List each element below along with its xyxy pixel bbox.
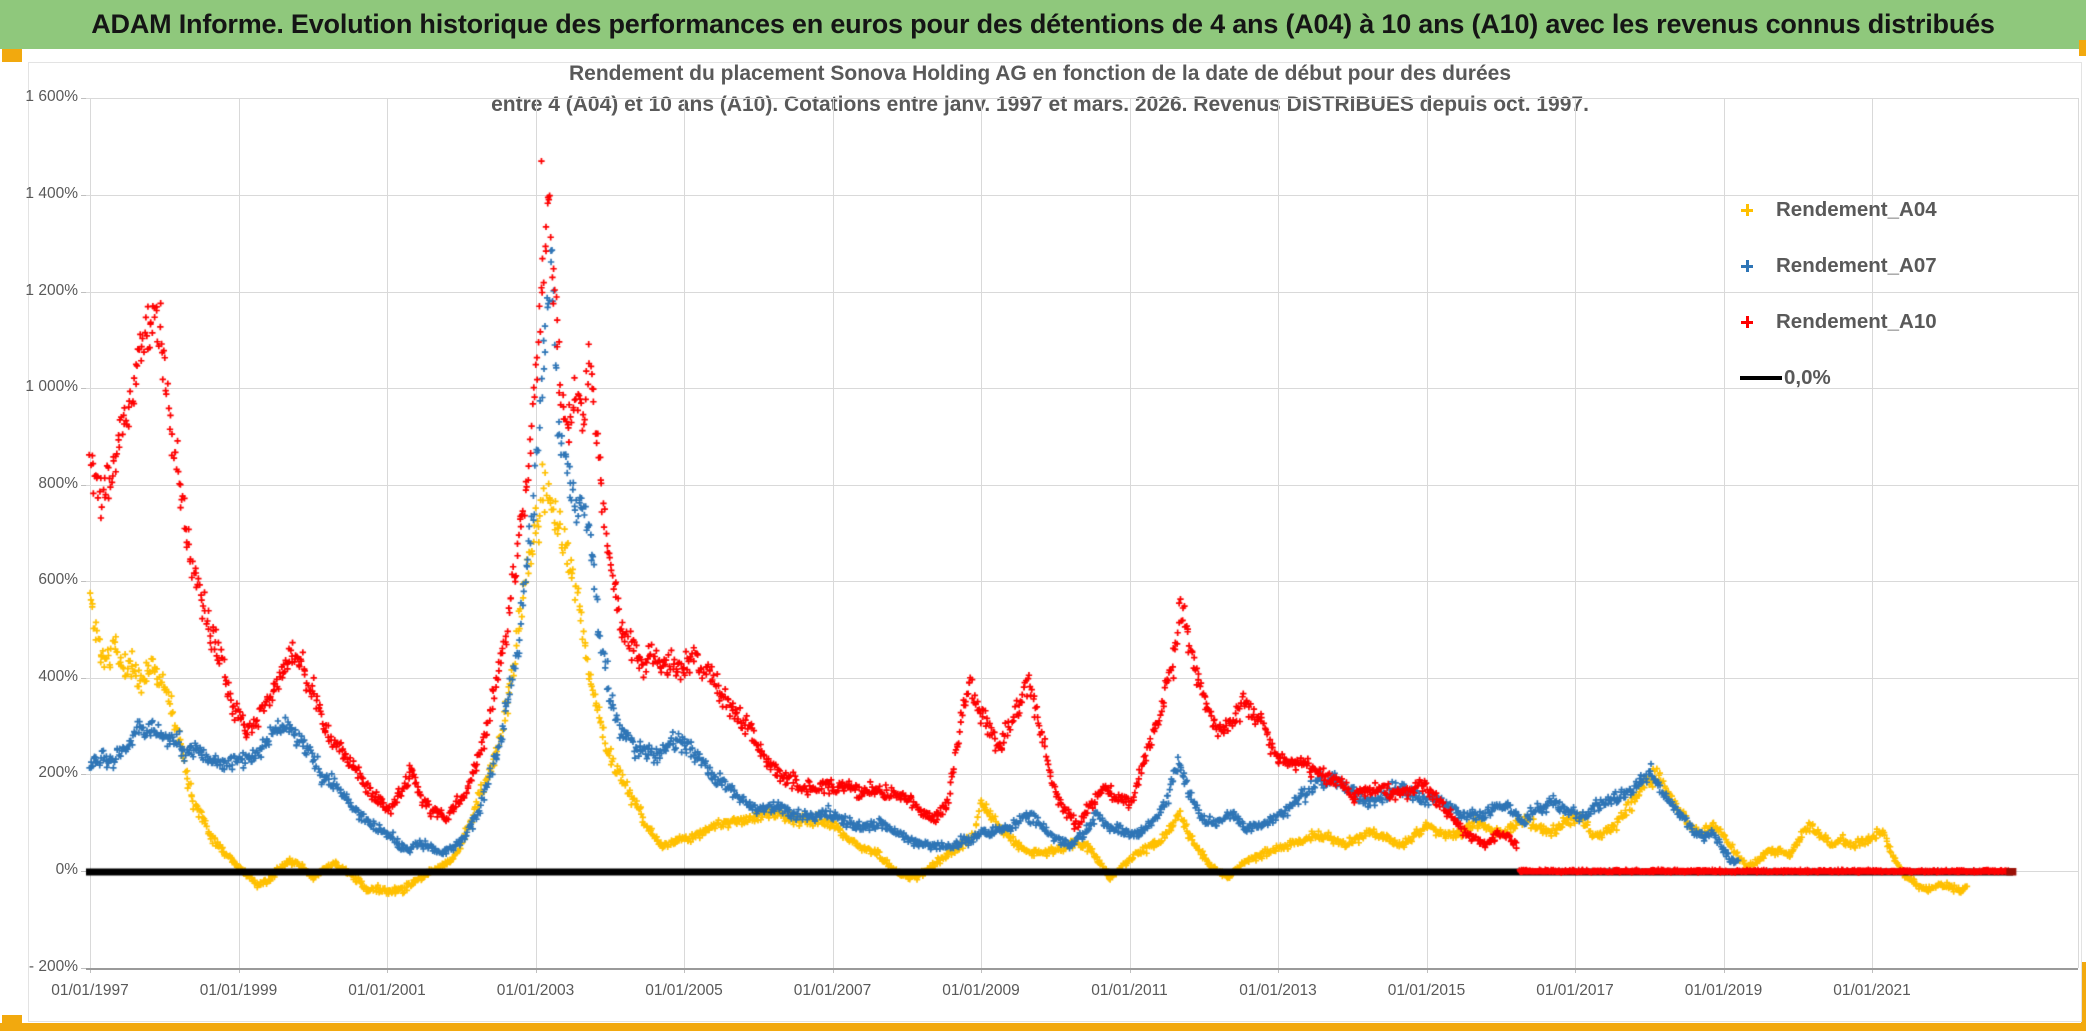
chart-legend: Rendement_A04 Rendement_A07 Rendement_A10 0… — [1740, 182, 2040, 406]
legend-item: Rendement_A04 — [1740, 182, 2040, 238]
plus-marker-icon — [1740, 259, 1754, 273]
legend-item: 0,0% — [1740, 350, 2040, 406]
legend-label: Rendement_A04 — [1776, 198, 1937, 221]
line-marker-icon — [1740, 375, 1782, 381]
plus-marker-icon — [1740, 315, 1754, 329]
legend-label: 0,0% — [1784, 366, 1831, 389]
legend-label: Rendement_A07 — [1776, 254, 1937, 277]
plus-marker-icon — [1740, 203, 1754, 217]
legend-item: Rendement_A07 — [1740, 238, 2040, 294]
legend-label: Rendement_A10 — [1776, 310, 1937, 333]
legend-item: Rendement_A10 — [1740, 294, 2040, 350]
